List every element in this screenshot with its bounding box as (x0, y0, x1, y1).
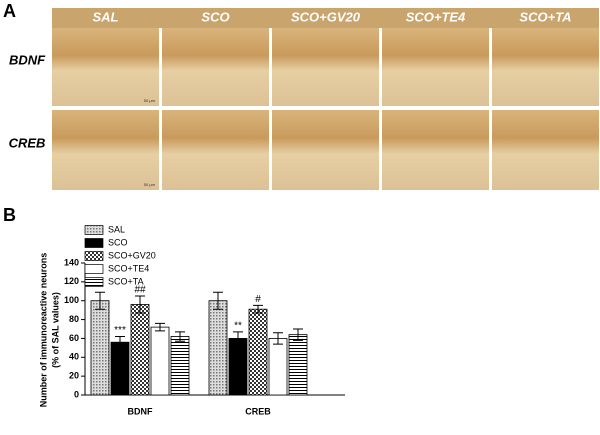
y-tick-label: 100 (64, 295, 79, 305)
significance-label: *** (114, 325, 126, 336)
error-bar (213, 291, 223, 310)
significance-label: ** (234, 320, 242, 331)
scale-bar: 50 μm (144, 182, 156, 187)
error-bar (293, 328, 303, 341)
micrograph (52, 110, 159, 190)
column-header: SCO+GV20 (291, 9, 361, 24)
bar (110, 341, 130, 396)
significance-label: ## (134, 285, 146, 296)
y-tick-label: 0 (74, 389, 79, 399)
legend-swatch (84, 251, 104, 261)
bar (130, 304, 150, 396)
y-axis-label: (% of SAL values) (50, 292, 60, 368)
legend-swatch (84, 277, 104, 287)
legend-swatch (84, 238, 104, 248)
legend-label: SCO+TA (108, 276, 144, 286)
bar (248, 308, 268, 396)
column-header: SCO+TE4 (406, 9, 466, 24)
panel-label: B (3, 205, 16, 225)
significance-label: # (255, 294, 261, 305)
x-tick-label: CREB (245, 406, 271, 416)
legend-label: SCO+GV20 (108, 250, 156, 260)
error-bar (115, 336, 125, 349)
error-bar (175, 331, 185, 342)
micrograph (492, 28, 599, 106)
bar (150, 326, 170, 396)
error-bar (233, 331, 243, 346)
micrograph (162, 110, 269, 190)
micrograph (272, 110, 379, 190)
bar (208, 300, 228, 396)
y-tick-label: 120 (64, 276, 79, 286)
scale-bar: 50 μm (144, 98, 156, 103)
column-header: SCO (201, 9, 229, 24)
x-tick-label: BDNF (128, 406, 153, 416)
y-tick-label: 60 (69, 333, 79, 343)
error-bar (273, 332, 283, 345)
micrograph (492, 110, 599, 190)
error-bar (95, 291, 105, 310)
row-label: BDNF (9, 52, 46, 67)
y-tick-label: 140 (64, 257, 79, 267)
error-bar (155, 322, 165, 332)
row-label: CREB (9, 135, 46, 150)
micrograph (162, 28, 269, 106)
bar (268, 338, 288, 396)
bar (288, 334, 308, 396)
legend-label: SAL (108, 224, 125, 234)
y-axis-label: Number of immunoreactive neurons (38, 253, 48, 408)
legend-swatch (84, 225, 104, 235)
micrograph (382, 110, 489, 190)
error-bar (135, 295, 145, 314)
column-header: SAL (93, 9, 119, 24)
y-tick-label: 80 (69, 314, 79, 324)
legend-label: SCO+TE4 (108, 263, 149, 273)
micrograph (52, 28, 159, 106)
error-bar (253, 304, 263, 314)
column-header: SCO+TA (519, 9, 571, 24)
micrograph (272, 28, 379, 106)
legend-label: SCO (108, 237, 128, 247)
header-band (52, 8, 599, 28)
bar (228, 338, 248, 396)
bar (90, 300, 110, 396)
y-tick-label: 40 (69, 352, 79, 362)
micrograph (382, 28, 489, 106)
panel-label: A (3, 1, 16, 21)
bar (170, 336, 190, 396)
legend-swatch (84, 264, 104, 274)
y-tick-label: 20 (69, 371, 79, 381)
